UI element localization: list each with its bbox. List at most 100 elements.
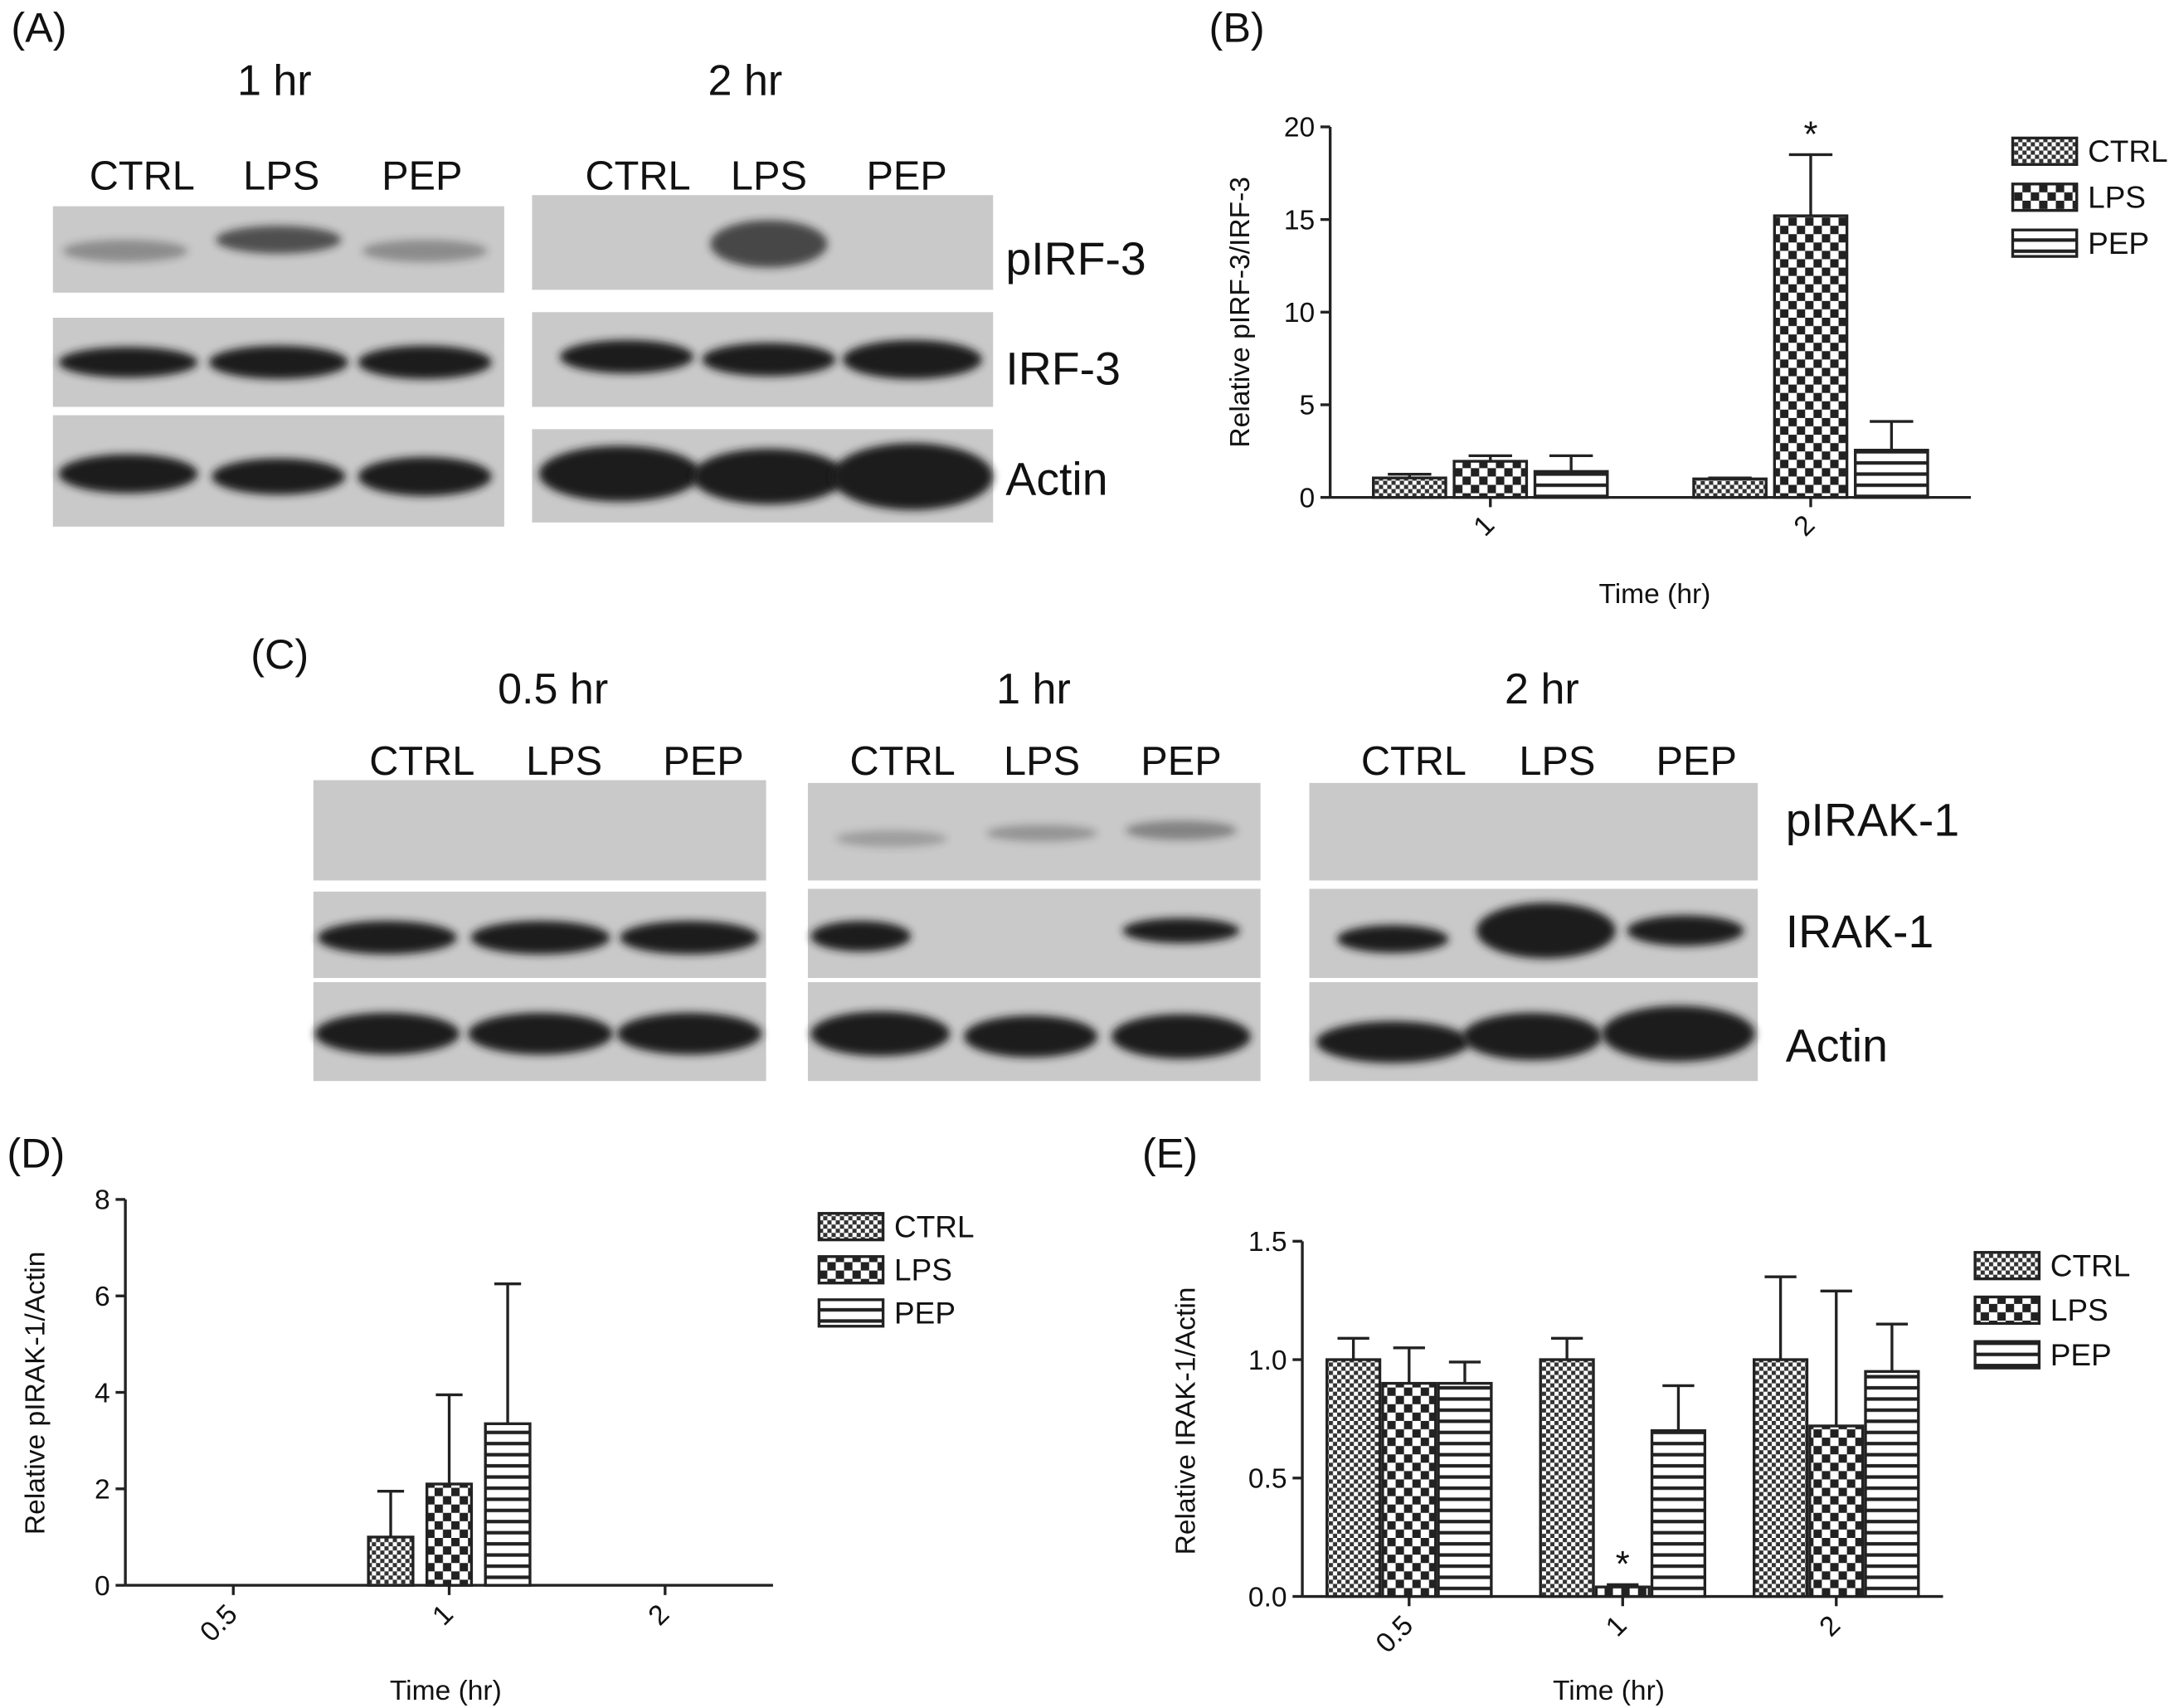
time-heading: 2 hr xyxy=(708,56,783,105)
bar xyxy=(1381,1381,1437,1599)
legend-swatch xyxy=(2011,182,2079,212)
x-tick-label: 1 xyxy=(1600,1610,1632,1642)
bar xyxy=(1808,1424,1865,1599)
legend-label: LPS xyxy=(2050,1293,2109,1327)
significance-marker: * xyxy=(1616,1544,1630,1584)
blot xyxy=(313,780,1758,1082)
y-axis-label: Relative pIRF-3/IRF-3 xyxy=(1225,177,1256,448)
lane-label: LPS xyxy=(243,154,319,199)
x-tick-label: 2 xyxy=(643,1599,675,1632)
x-axis-label: Time (hr) xyxy=(390,1676,502,1706)
x-tick-label: 1 xyxy=(1468,509,1501,542)
x-tick-label: 1 xyxy=(427,1599,460,1632)
bar xyxy=(1539,1358,1595,1599)
bar xyxy=(1437,1381,1493,1599)
lane-label: PEP xyxy=(1141,739,1221,784)
y-tick-label: 6 xyxy=(95,1282,110,1312)
legend-swatch xyxy=(2011,228,2079,258)
bar xyxy=(1854,448,1929,499)
lane-label: CTRL xyxy=(90,154,195,199)
bar xyxy=(1372,476,1447,499)
lane-label: CTRL xyxy=(1361,739,1467,784)
bar xyxy=(484,1422,532,1587)
y-tick-label: 1.5 xyxy=(1248,1227,1287,1258)
lane-label: LPS xyxy=(731,154,807,199)
bar xyxy=(1692,477,1768,499)
time-heading: 1 hr xyxy=(237,56,312,105)
lane-label: PEP xyxy=(1656,739,1737,784)
legend-swatch xyxy=(817,1298,885,1328)
bar xyxy=(1594,1585,1651,1599)
lane-label: PEP xyxy=(866,154,946,199)
blot xyxy=(52,195,994,527)
y-tick-label: 0.5 xyxy=(1248,1464,1287,1495)
lane-label: PEP xyxy=(663,739,743,784)
panel-label: (E) xyxy=(1142,1129,1198,1176)
lane-label: LPS xyxy=(1004,739,1080,784)
significance-marker: * xyxy=(1803,114,1817,154)
legend-label: LPS xyxy=(894,1253,952,1287)
legend-swatch xyxy=(817,1255,885,1285)
y-tick-label: 4 xyxy=(95,1378,110,1409)
bar xyxy=(1533,470,1609,499)
bar xyxy=(1325,1358,1382,1599)
bar xyxy=(425,1482,474,1587)
legend-label: PEP xyxy=(2088,226,2149,260)
time-heading: 2 hr xyxy=(1505,665,1579,713)
legend-swatch xyxy=(817,1212,885,1242)
legend-swatch xyxy=(2011,136,2079,166)
lane-label: CTRL xyxy=(369,739,474,784)
y-tick-label: 2 xyxy=(95,1475,110,1506)
y-tick-label: 1.0 xyxy=(1248,1345,1287,1376)
panel-label: (B) xyxy=(1209,4,1265,51)
lane-label: PEP xyxy=(382,154,462,199)
legend-swatch xyxy=(1973,1340,2041,1370)
protein-label: pIRF-3 xyxy=(1005,233,1146,285)
protein-label: Actin xyxy=(1005,453,1107,504)
panel-label: (D) xyxy=(7,1129,65,1176)
x-tick-label: 2 xyxy=(1814,1610,1846,1642)
bar xyxy=(1452,460,1529,499)
legend-label: CTRL xyxy=(894,1209,974,1243)
bar xyxy=(1650,1429,1707,1599)
legend-label: PEP xyxy=(2050,1338,2112,1372)
legend-label: PEP xyxy=(894,1296,956,1330)
y-axis-label: Relative pIRAK-1/Actin xyxy=(21,1252,51,1535)
x-axis-label: Time (hr) xyxy=(1553,1676,1665,1706)
lane-label: CTRL xyxy=(586,154,691,199)
protein-label: pIRAK-1 xyxy=(1786,795,1959,846)
legend-swatch xyxy=(1973,1295,2041,1326)
panel-label: (C) xyxy=(251,630,309,678)
panel-label: (A) xyxy=(11,4,66,51)
y-tick-label: 10 xyxy=(1284,298,1315,328)
y-tick-label: 0 xyxy=(95,1571,110,1602)
x-tick-label: 2 xyxy=(1788,509,1821,542)
time-heading: 0.5 hr xyxy=(498,665,608,713)
time-heading: 1 hr xyxy=(996,665,1071,713)
legend-label: CTRL xyxy=(2050,1248,2130,1282)
legend-label: LPS xyxy=(2088,180,2146,214)
lane-label: CTRL xyxy=(850,739,956,784)
y-tick-label: 20 xyxy=(1284,113,1315,144)
protein-label: Actin xyxy=(1786,1020,1888,1072)
x-tick-label: 0.5 xyxy=(1370,1610,1419,1659)
y-tick-label: 5 xyxy=(1299,391,1315,421)
bar xyxy=(367,1535,415,1587)
y-tick-label: 15 xyxy=(1284,205,1315,236)
bar xyxy=(1864,1370,1920,1599)
y-axis-label: Relative IRAK-1/Actin xyxy=(1171,1287,1202,1555)
lane-label: LPS xyxy=(526,739,602,784)
legend-swatch xyxy=(1973,1251,2041,1281)
protein-label: IRF-3 xyxy=(1005,343,1121,395)
y-tick-label: 0 xyxy=(1299,483,1315,513)
y-tick-label: 0.0 xyxy=(1248,1582,1287,1613)
bar xyxy=(1773,214,1849,499)
x-tick-label: 0.5 xyxy=(194,1599,243,1648)
legend-label: CTRL xyxy=(2088,134,2167,168)
y-tick-label: 8 xyxy=(95,1185,110,1216)
x-axis-label: Time (hr) xyxy=(1598,579,1710,610)
protein-label: IRAK-1 xyxy=(1786,906,1934,957)
bar xyxy=(1753,1358,1809,1599)
